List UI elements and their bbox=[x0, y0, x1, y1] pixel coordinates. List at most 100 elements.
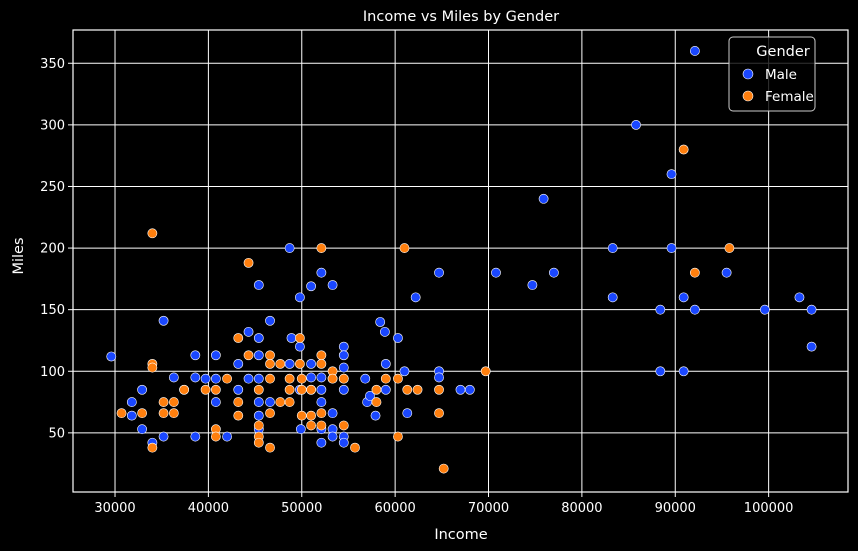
point-male bbox=[327, 280, 338, 290]
legend: Gender Male Female bbox=[728, 36, 816, 112]
x-tick-label: 80000 bbox=[561, 501, 602, 516]
point-female bbox=[678, 144, 689, 155]
point-male bbox=[360, 373, 371, 384]
point-female bbox=[316, 420, 327, 431]
point-female bbox=[296, 373, 307, 384]
point-male bbox=[222, 431, 232, 442]
point-male bbox=[168, 372, 179, 383]
point-male bbox=[434, 372, 444, 383]
point-female bbox=[284, 397, 295, 407]
point-female bbox=[438, 463, 449, 474]
point-female bbox=[371, 397, 382, 407]
point-male bbox=[631, 119, 641, 130]
legend-swatch-female bbox=[742, 90, 754, 102]
x-tick-label: 30000 bbox=[94, 501, 135, 516]
point-male bbox=[253, 350, 264, 361]
point-female bbox=[316, 243, 327, 253]
point-female bbox=[222, 373, 232, 384]
point-male bbox=[464, 384, 475, 395]
point-male bbox=[243, 373, 254, 384]
point-female bbox=[393, 373, 403, 384]
point-female bbox=[158, 408, 169, 419]
point-male bbox=[253, 373, 264, 384]
point-male bbox=[338, 350, 349, 361]
point-female bbox=[275, 397, 286, 407]
x-tick-label: 40000 bbox=[188, 501, 229, 516]
point-female bbox=[284, 373, 295, 384]
point-male bbox=[491, 267, 501, 278]
point-female bbox=[402, 384, 413, 395]
point-male bbox=[689, 304, 700, 315]
series-female bbox=[116, 144, 735, 474]
point-male bbox=[402, 408, 413, 419]
point-male bbox=[370, 410, 381, 421]
point-male bbox=[538, 193, 549, 204]
point-male bbox=[126, 397, 137, 407]
point-female bbox=[265, 358, 275, 369]
point-male bbox=[210, 373, 221, 384]
point-female bbox=[137, 408, 147, 419]
point-male bbox=[548, 267, 559, 278]
point-female bbox=[316, 408, 327, 419]
point-female bbox=[179, 384, 190, 395]
point-male bbox=[689, 46, 700, 56]
y-tick-label: 200 bbox=[40, 242, 65, 257]
point-male bbox=[655, 366, 666, 377]
series-male bbox=[106, 46, 817, 448]
point-female bbox=[147, 228, 158, 239]
point-male bbox=[294, 292, 305, 303]
point-female bbox=[380, 373, 391, 384]
point-male bbox=[233, 384, 244, 395]
point-male bbox=[306, 358, 317, 369]
x-axis-label: Income bbox=[434, 527, 487, 543]
point-female bbox=[147, 362, 158, 373]
point-female bbox=[306, 420, 317, 431]
legend-title: Gender bbox=[756, 44, 809, 60]
x-tick-label: 60000 bbox=[374, 501, 415, 516]
point-male bbox=[295, 424, 306, 435]
point-male bbox=[380, 358, 391, 369]
point-male bbox=[316, 397, 327, 407]
point-female bbox=[480, 366, 491, 377]
point-male bbox=[806, 341, 817, 352]
point-female bbox=[294, 333, 305, 343]
point-female bbox=[210, 384, 221, 395]
point-male bbox=[210, 350, 221, 361]
point-male bbox=[284, 243, 295, 253]
x-tick-label: 90000 bbox=[655, 501, 696, 516]
data-points bbox=[106, 46, 817, 474]
point-female bbox=[116, 408, 127, 419]
point-female bbox=[233, 410, 244, 421]
point-male bbox=[306, 372, 317, 383]
point-female bbox=[265, 442, 275, 453]
point-male bbox=[210, 397, 221, 407]
point-female bbox=[316, 350, 327, 361]
y-axis-ticks: 50 100 150 200 250 300 350 bbox=[40, 57, 73, 441]
point-female bbox=[399, 243, 410, 253]
point-male bbox=[253, 280, 264, 290]
point-male bbox=[338, 437, 349, 448]
point-female bbox=[147, 442, 158, 453]
point-male bbox=[794, 292, 805, 303]
point-male bbox=[338, 362, 349, 373]
y-tick-label: 150 bbox=[40, 303, 65, 318]
point-female bbox=[393, 431, 403, 442]
point-male bbox=[678, 366, 689, 377]
point-male bbox=[316, 372, 327, 383]
point-male bbox=[158, 315, 169, 326]
point-male bbox=[338, 384, 349, 395]
point-female bbox=[158, 397, 169, 407]
point-female bbox=[253, 437, 264, 448]
y-tick-label: 50 bbox=[48, 426, 65, 441]
point-male bbox=[338, 341, 349, 352]
point-female bbox=[294, 358, 305, 369]
point-male bbox=[190, 372, 201, 383]
point-female bbox=[265, 350, 275, 361]
point-male bbox=[286, 333, 297, 343]
point-female bbox=[210, 431, 221, 442]
point-male bbox=[306, 281, 317, 292]
point-male bbox=[316, 437, 327, 448]
point-male bbox=[265, 315, 275, 326]
